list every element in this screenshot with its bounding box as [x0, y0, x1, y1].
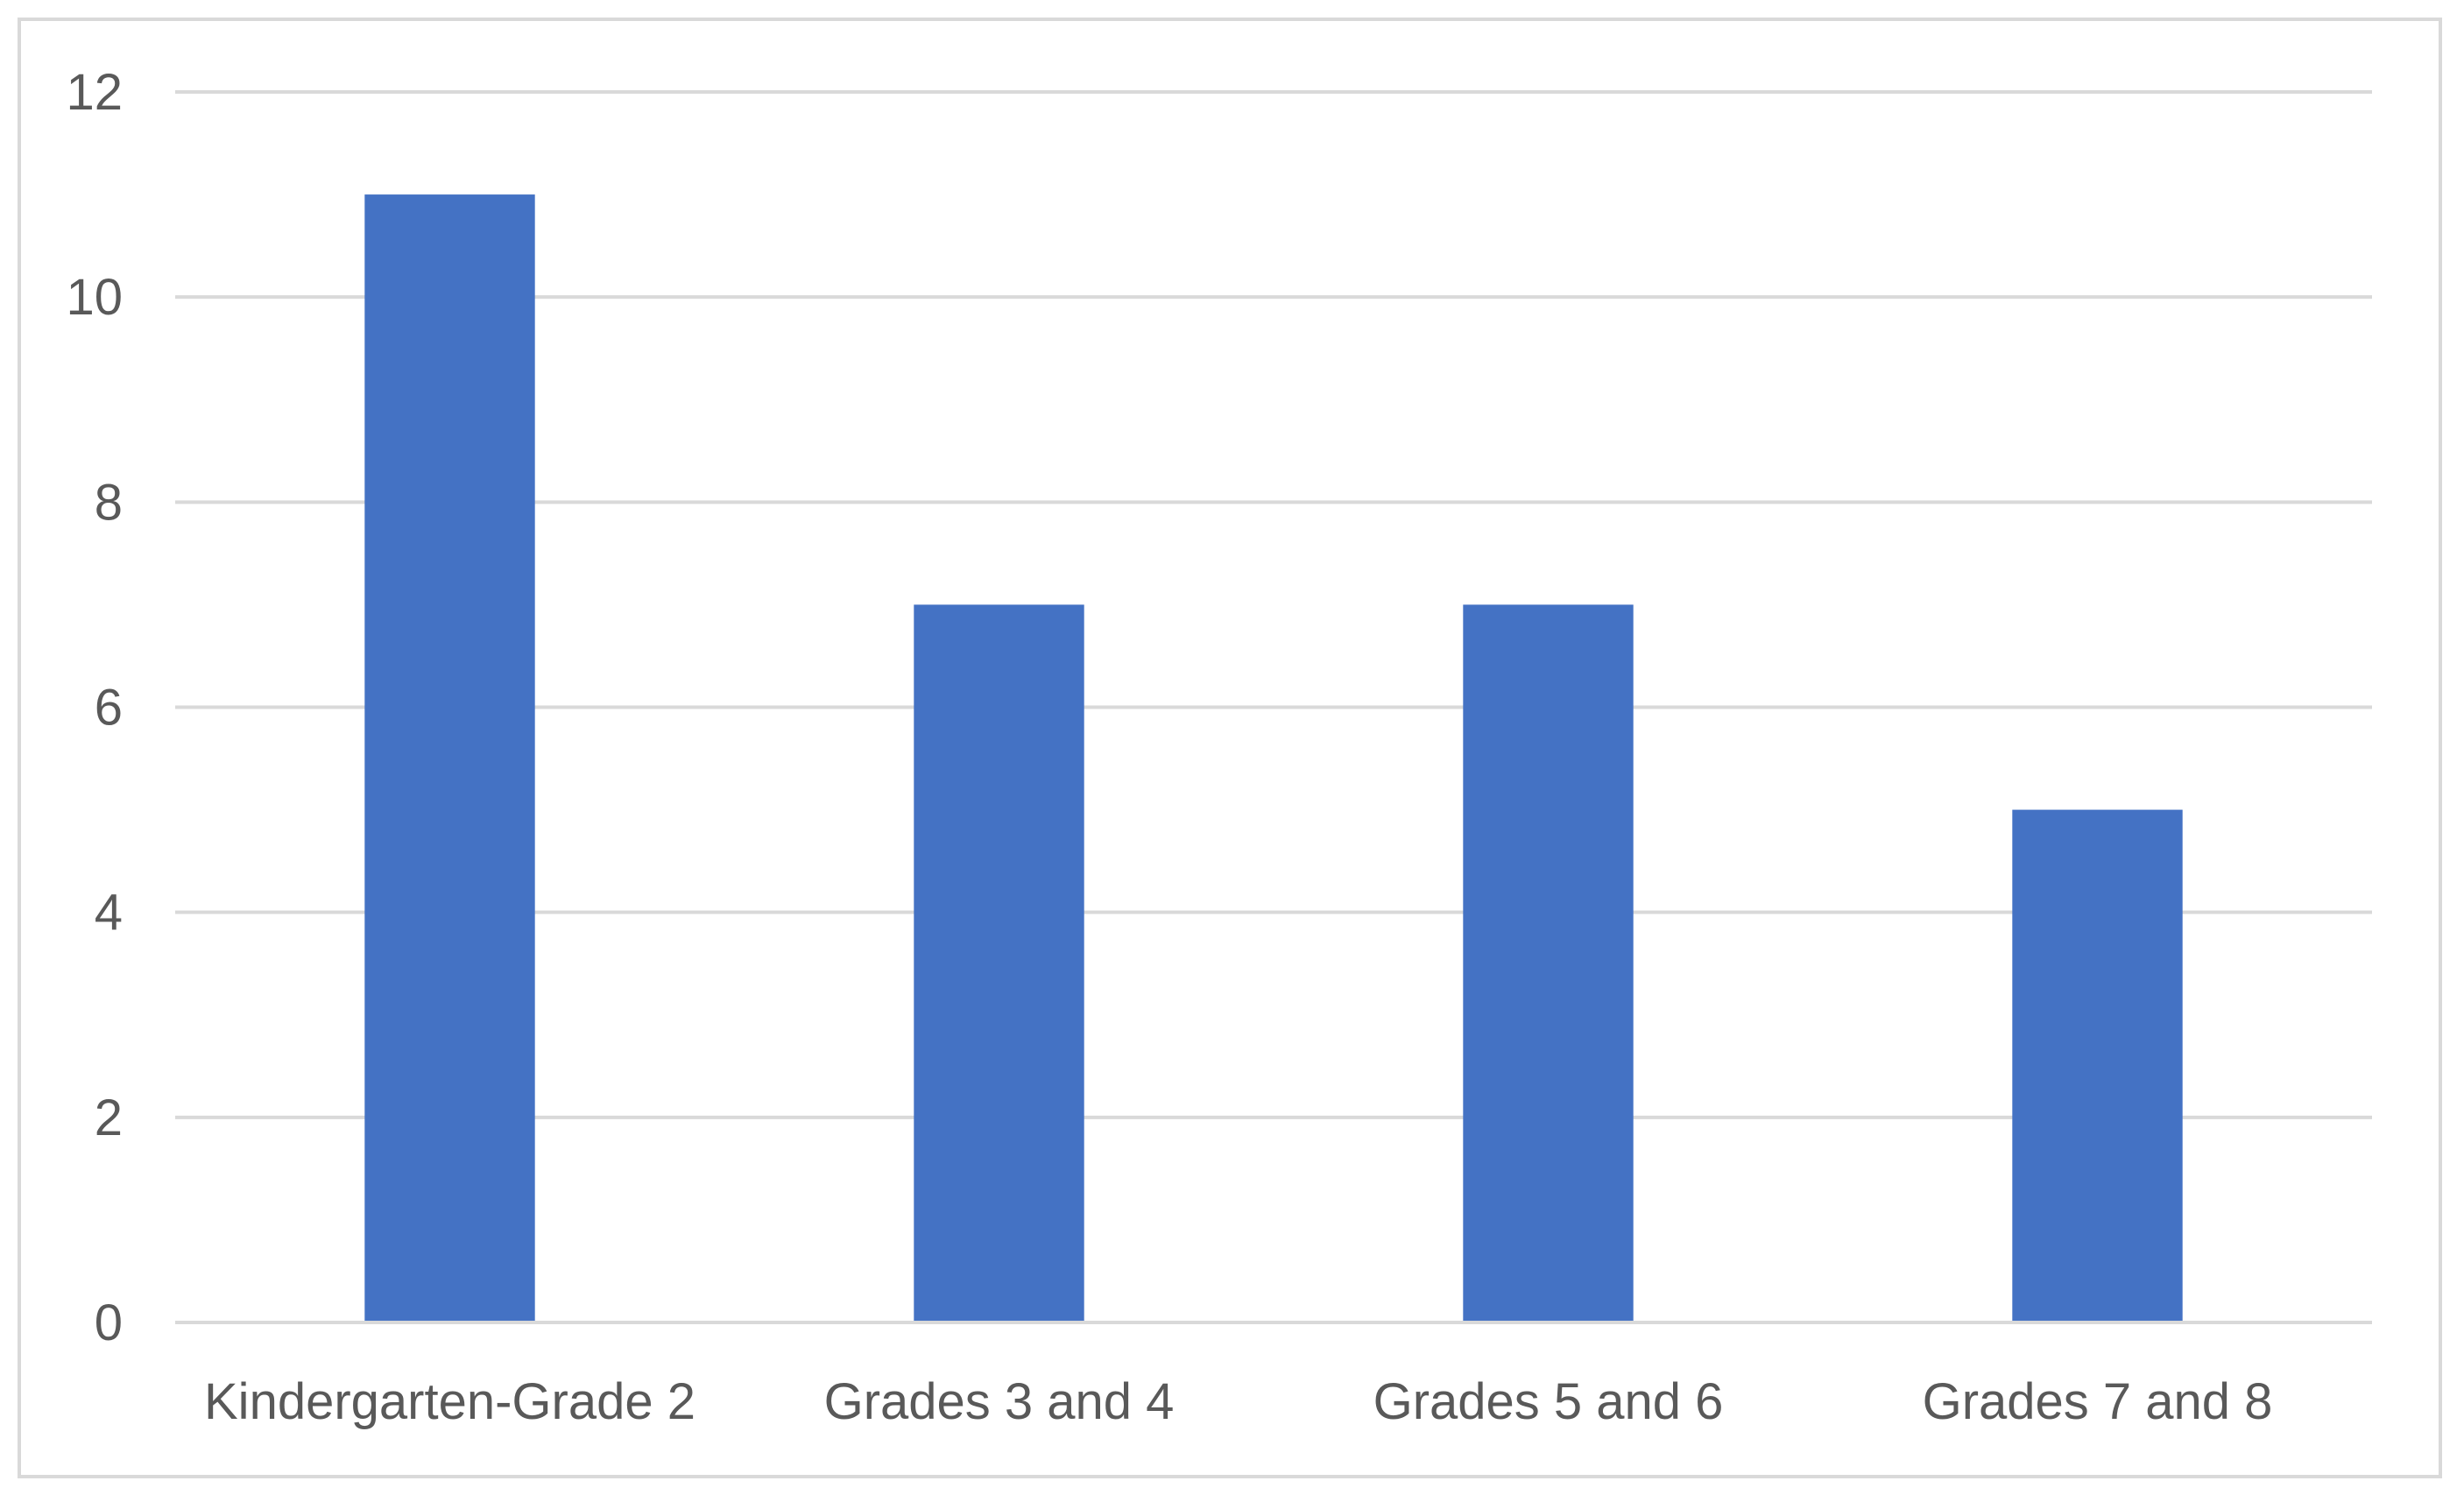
y-tick-label: 12	[66, 64, 123, 121]
bar	[2012, 809, 2183, 1322]
y-tick-labels: 0 2 4 6 8 10 12	[66, 64, 123, 1351]
y-tick-label: 4	[95, 885, 123, 941]
y-tick-label: 10	[66, 269, 123, 326]
bar	[364, 194, 535, 1322]
x-tick-label: Grades 5 and 6	[1373, 1373, 1724, 1430]
y-tick-label: 6	[95, 680, 123, 737]
x-tick-label: Grades 7 and 8	[1923, 1373, 2273, 1430]
x-tick-labels: Kindergarten-Grade 2 Grades 3 and 4 Grades…	[204, 1373, 2272, 1430]
y-tick-label: 8	[95, 474, 123, 531]
x-tick-label: Grades 3 and 4	[824, 1373, 1175, 1430]
gridlines	[175, 90, 2372, 1119]
bars	[364, 194, 2183, 1322]
x-tick-label: Kindergarten-Grade 2	[204, 1373, 695, 1430]
y-tick-label: 2	[95, 1089, 123, 1146]
bar	[914, 604, 1084, 1322]
bar	[1463, 604, 1634, 1322]
y-tick-label: 0	[95, 1294, 123, 1351]
